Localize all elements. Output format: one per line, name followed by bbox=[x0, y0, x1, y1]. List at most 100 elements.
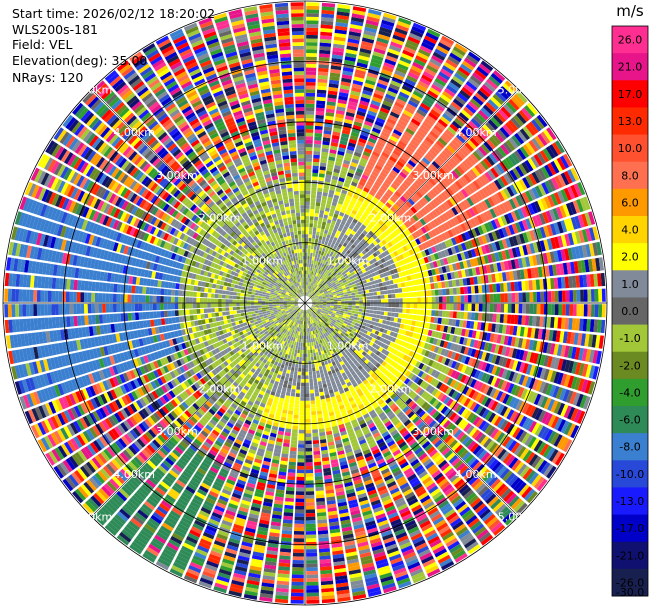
gate-cell bbox=[478, 109, 489, 121]
gate-cell bbox=[468, 207, 476, 217]
gate-cell bbox=[404, 491, 415, 500]
gate-cell bbox=[382, 404, 389, 412]
gate-cell bbox=[305, 357, 308, 361]
gate-cell bbox=[429, 538, 442, 548]
gate-cell bbox=[465, 103, 477, 114]
gate-cell bbox=[405, 330, 410, 337]
gate-cell bbox=[349, 27, 362, 34]
gate-cell bbox=[399, 323, 405, 329]
gate-cell bbox=[343, 182, 350, 188]
gate-cell bbox=[376, 265, 381, 271]
gate-cell bbox=[314, 348, 318, 353]
gate-cell bbox=[328, 283, 333, 288]
gate-cell bbox=[436, 427, 445, 436]
gate-cell bbox=[544, 429, 554, 442]
gate-cell bbox=[333, 225, 339, 231]
gate-cell bbox=[346, 207, 353, 213]
gate-cell bbox=[417, 297, 421, 303]
gate-cell bbox=[567, 169, 576, 183]
gate-cell bbox=[407, 438, 417, 447]
gate-cell bbox=[382, 127, 392, 135]
gate-cell bbox=[413, 193, 421, 201]
gate-cell bbox=[432, 80, 445, 90]
gate-cell bbox=[392, 395, 400, 403]
gate-cell bbox=[348, 257, 354, 262]
gate-cell bbox=[305, 179, 311, 184]
gate-cell bbox=[442, 483, 453, 493]
gate-cell bbox=[367, 250, 373, 256]
gate-cell bbox=[355, 341, 361, 347]
gate-cell bbox=[429, 466, 439, 476]
gate-cell bbox=[334, 328, 339, 332]
gate-cell bbox=[340, 283, 345, 287]
gate-cell bbox=[420, 473, 430, 482]
gate-cell bbox=[306, 541, 317, 546]
gate-cell bbox=[382, 194, 389, 202]
gate-cell bbox=[396, 218, 404, 226]
gate-cell bbox=[323, 320, 327, 324]
gate-cell bbox=[443, 325, 449, 333]
gate-cell bbox=[427, 351, 434, 359]
gate-cell bbox=[345, 277, 351, 282]
gate-cell bbox=[368, 327, 373, 333]
gate-cell bbox=[350, 181, 358, 187]
gate-cell bbox=[452, 549, 466, 560]
gate-cell bbox=[337, 330, 342, 335]
gate-cell bbox=[352, 406, 359, 413]
gate-cell bbox=[525, 231, 533, 242]
gate-cell bbox=[491, 151, 501, 162]
gate-cell bbox=[493, 430, 502, 441]
gate-cell bbox=[346, 219, 352, 225]
gate-cell bbox=[320, 373, 325, 378]
gate-cell bbox=[330, 336, 335, 341]
gate-cell bbox=[316, 370, 320, 375]
gate-cell bbox=[327, 314, 331, 318]
ray-26 bbox=[312, 241, 602, 302]
gate-cell bbox=[543, 355, 550, 367]
gate-cell bbox=[584, 333, 590, 347]
gate-cell bbox=[306, 321, 308, 325]
gate-cell bbox=[391, 293, 396, 299]
gate-cell bbox=[503, 260, 509, 271]
gate-cell bbox=[315, 306, 319, 309]
gate-cell bbox=[521, 486, 533, 499]
gate-cell bbox=[362, 306, 367, 310]
gate-cell bbox=[322, 341, 327, 346]
gate-cell bbox=[310, 286, 313, 290]
gate-cell bbox=[590, 304, 595, 317]
gate-cell bbox=[478, 294, 483, 303]
gate-cell bbox=[580, 333, 586, 347]
gate-cell bbox=[589, 273, 595, 287]
gate-cell bbox=[475, 405, 484, 415]
gate-cell bbox=[314, 317, 318, 322]
gate-cell bbox=[526, 102, 538, 115]
gate-cell bbox=[472, 445, 482, 456]
gate-cell bbox=[339, 211, 345, 217]
gate-cell bbox=[426, 316, 432, 323]
gate-cell bbox=[329, 223, 335, 229]
gate-cell bbox=[491, 323, 496, 333]
gate-cell bbox=[499, 126, 510, 138]
gate-cell bbox=[425, 322, 431, 329]
gate-cell bbox=[366, 164, 374, 171]
gate-cell bbox=[305, 226, 309, 231]
gate-cell bbox=[451, 426, 460, 436]
gate-cell bbox=[516, 91, 528, 104]
gate-cell bbox=[352, 300, 356, 303]
gate-cell bbox=[582, 318, 588, 332]
gate-cell bbox=[429, 337, 435, 344]
gate-cell bbox=[391, 376, 398, 383]
gate-cell bbox=[313, 314, 317, 318]
gate-cell bbox=[559, 437, 570, 451]
gate-cell bbox=[531, 407, 540, 419]
gate-cell bbox=[319, 369, 324, 374]
gate-cell bbox=[474, 247, 480, 257]
gate-cell bbox=[568, 317, 573, 330]
gate-cell bbox=[497, 506, 510, 518]
gate-cell bbox=[512, 325, 518, 336]
gate-cell bbox=[418, 355, 424, 362]
gate-cell bbox=[316, 104, 325, 109]
gate-cell bbox=[314, 297, 319, 300]
gate-cell bbox=[366, 16, 380, 23]
gate-cell bbox=[325, 336, 329, 341]
